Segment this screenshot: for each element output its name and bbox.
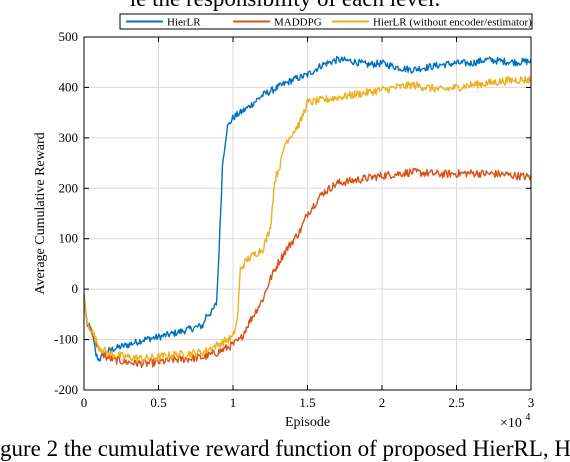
grid-lines [83,36,532,391]
x-tick-label: 2.5 [448,395,464,410]
x-axis-multiplier: ×10 4 [500,412,530,431]
series-line [83,167,532,369]
x-tick-label: 1 [230,395,237,410]
series-line [83,55,532,362]
y-tick-label: 300 [59,130,79,145]
y-axis-label: Average Cumulative Reward [33,132,48,294]
y-tick-label: 500 [59,29,79,44]
y-tick-label: -200 [54,382,78,397]
series-lines [83,55,532,369]
y-tick-label: 200 [59,180,79,195]
legend: HierLR MADDPG HierLR (without encoder/esti… [119,13,533,30]
y-tick-label: 0 [72,281,79,296]
y-tick-label: 100 [59,231,79,246]
x-tick-label: 2 [379,395,386,410]
x-multiplier-base: ×10 [500,416,522,431]
x-tick-label: 1.5 [299,395,315,410]
y-tick-label: 400 [59,79,79,94]
top-caption-text: le the responsibility of each level. [0,0,570,12]
x-axis-label: Episode [285,415,330,430]
x-tick-label: 0.5 [150,395,166,410]
series-line [83,76,532,363]
reward-line-chart: 0 0.5 1 1.5 2 2.5 3 -200 -100 0 100 200 300 400 500 Av… [33,13,534,431]
legend-label: HierLR (without encoder/estimator) [373,17,532,29]
x-tick-label: 3 [528,395,535,410]
axis-ticks: 0 0.5 1 1.5 2 2.5 3 -200 -100 0 100 200 300 400 500 [54,29,534,410]
x-tick-label: 0 [81,395,88,410]
y-tick-label: -100 [54,332,78,347]
legend-box [119,13,533,30]
legend-label: MADDPG [274,17,322,29]
x-multiplier-exponent: 4 [525,412,530,423]
legend-label: HierLR [167,17,201,29]
bottom-caption-text: gure 2 the cumulative reward function of… [0,436,570,461]
